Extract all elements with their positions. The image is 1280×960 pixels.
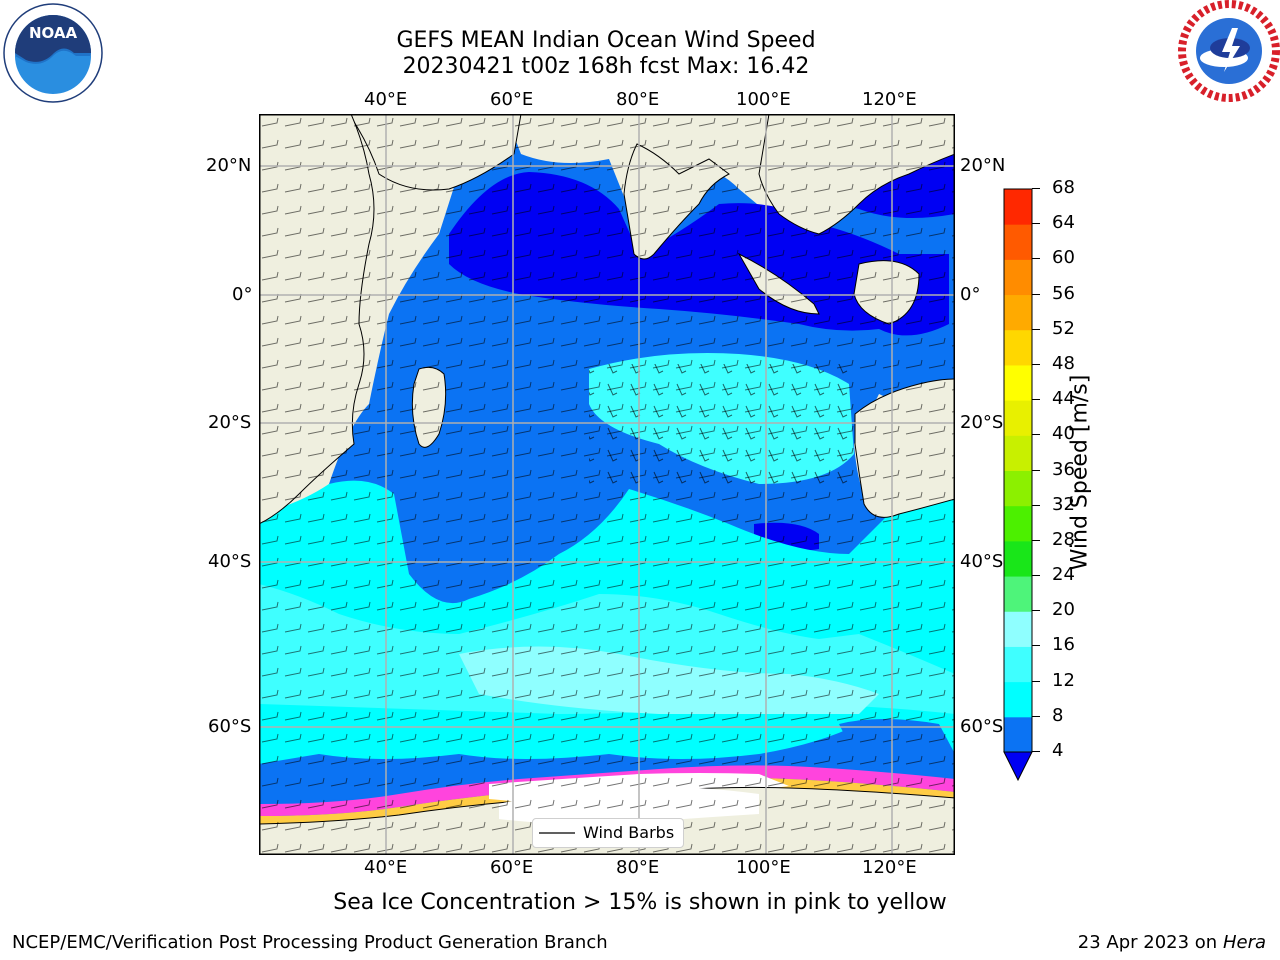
colorbar-band [1004,435,1032,471]
colorbar-tick-mark [1032,715,1040,717]
colorbar-tick-label: 16 [1052,634,1075,656]
lon-tick-bottom: 120°E [862,857,917,878]
chart-title: GEFS MEAN Indian Ocean Wind Speed [396,28,816,53]
colorbar-tick-label: 4 [1052,740,1064,761]
lon-tick-top: 60°E [490,89,534,110]
footer-host: Hera [1222,932,1266,953]
lon-tick-bottom: 100°E [736,857,791,878]
lon-tick-top: 80°E [616,89,660,110]
colorbar-tick-mark [1032,469,1040,471]
footer-branch: NCEP/EMC/Verification Post Processing Pr… [12,932,608,953]
lon-tick-bottom: 60°E [490,857,534,878]
colorbar-tick-label: 32 [1052,493,1075,515]
colorbar-band [1004,294,1032,331]
colorbar-tick-label: 48 [1052,352,1075,374]
colorbar-tick-mark [1032,188,1040,189]
colorbar-band [1004,259,1032,296]
lat-tick-left: 20°N [206,155,252,176]
colorbar-band [1004,576,1032,612]
lat-tick-right: 60°S [960,716,1004,737]
svg-text:NOAA: NOAA [29,24,78,42]
colorbar-tick-label: 68 [1052,177,1075,198]
colorbar-band [1004,400,1032,436]
lon-tick-top: 120°E [862,89,917,110]
lat-tick-left: 60°S [208,716,252,737]
colorbar-band [1004,716,1032,753]
colorbar-tick-mark [1032,434,1040,436]
colorbar-tick-mark [1032,751,1040,752]
colorbar-band [1004,224,1032,260]
legend-label: Wind Barbs [583,823,675,842]
colorbar-band [1004,189,1032,225]
colorbar-tick-mark [1032,575,1040,577]
lat-tick-right: 40°S [960,551,1004,572]
footer-date: 23 Apr 2023 on Hera [1078,932,1266,953]
colorbar-tick-label: 24 [1052,564,1075,586]
colorbar [1000,186,1040,786]
colorbar-tick-mark [1032,504,1040,506]
lat-tick-left: 20°S [208,412,252,433]
colorbar-tick-mark [1032,328,1040,330]
colorbar-band [1004,364,1032,401]
colorbar-band [1004,540,1032,577]
lat-tick-right: 20°N [960,155,1006,176]
colorbar-band [1004,505,1032,542]
colorbar-band [1004,681,1032,718]
nws-logo-icon [1178,0,1280,102]
gridlines [260,115,954,854]
colorbar-tick-label: 52 [1052,317,1075,339]
colorbar-tick-label: 36 [1052,458,1075,480]
lon-tick-top: 100°E [736,89,791,110]
colorbar-tick-label: 28 [1052,528,1075,550]
colorbar-tick-mark [1032,610,1040,612]
colorbar-band [1004,470,1032,507]
noaa-logo-icon: NOAA [2,2,104,104]
colorbar-tick-mark [1032,293,1040,295]
colorbar-tick-label: 12 [1052,669,1075,691]
colorbar-under-arrow [1003,751,1033,782]
lat-tick-left: 0° [232,284,253,305]
colorbar-tick-mark [1032,258,1040,260]
colorbar-tick-label: 44 [1052,388,1075,410]
lon-tick-bottom: 40°E [364,857,408,878]
colorbar-band [1004,329,1032,366]
colorbar-tick-mark [1032,363,1040,365]
lat-tick-left: 40°S [208,551,252,572]
wind-speed-map [259,114,955,855]
colorbar-tick-mark [1032,223,1040,225]
colorbar-tick-label: 20 [1052,599,1075,621]
lon-tick-top: 40°E [364,89,408,110]
colorbar-tick-mark [1032,399,1040,401]
colorbar-label: Wind Speed [m/s] [1067,374,1093,571]
colorbar-band [1004,646,1032,683]
colorbar-tick-mark [1032,539,1040,541]
colorbar-band [1004,611,1032,647]
lat-tick-right: 20°S [960,412,1004,433]
map-legend: Wind Barbs [532,818,684,848]
lat-tick-right: 0° [960,284,981,305]
lon-tick-bottom: 80°E [616,857,660,878]
footer-date-text: 23 Apr 2023 on [1077,932,1223,953]
wind-barbs [260,115,954,854]
colorbar-tick-label: 56 [1052,282,1075,304]
colorbar-tick-label: 60 [1052,247,1075,269]
sea-ice-caption: Sea Ice Concentration > 15% is shown in … [333,890,947,915]
colorbar-tick-mark [1032,645,1040,647]
colorbar-tick-label: 40 [1052,423,1075,445]
chart-subtitle: 20230421 t00z 168h fcst Max: 16.42 [402,54,810,79]
colorbar-tick-label: 8 [1052,704,1064,726]
colorbar-tick-label: 64 [1052,212,1075,234]
colorbar-tick-mark [1032,680,1040,682]
